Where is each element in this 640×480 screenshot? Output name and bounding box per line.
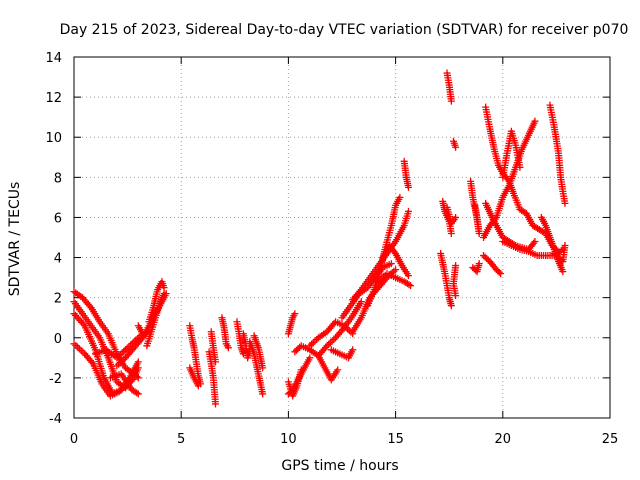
grid-lines — [74, 57, 610, 418]
plot-frame — [73, 56, 611, 419]
data-point — [291, 310, 299, 318]
data-point — [330, 335, 338, 343]
data-point — [291, 348, 299, 356]
data-point — [259, 390, 267, 398]
data-point — [306, 354, 314, 362]
data-point — [339, 325, 347, 333]
data-points — [70, 69, 569, 408]
data-point — [471, 201, 479, 209]
y-tick-label: -4 — [49, 412, 62, 427]
x-tick-label: 0 — [70, 432, 78, 447]
data-point — [561, 199, 569, 207]
y-tick-label: 10 — [45, 131, 62, 146]
data-point — [452, 143, 460, 151]
data-point — [531, 238, 539, 246]
data-point — [77, 346, 85, 354]
data-point — [308, 340, 316, 348]
y-tick-label: 2 — [54, 292, 62, 307]
data-point — [328, 337, 336, 345]
data-point — [396, 193, 404, 201]
data-point — [491, 215, 499, 223]
x-axis-ticks: 0 5 10 15 20 25 — [70, 57, 618, 447]
x-tick-label: 25 — [602, 432, 619, 447]
y-tick-label: 14 — [45, 51, 62, 66]
data-point — [70, 340, 78, 348]
x-axis-label: GPS time / hours — [281, 458, 398, 474]
data-point — [405, 281, 413, 289]
data-point — [475, 260, 483, 268]
data-point — [133, 389, 141, 397]
y-tick-label: -2 — [49, 372, 62, 387]
data-point — [194, 382, 202, 390]
data-point — [88, 358, 96, 366]
chart-title: Day 215 of 2023, Sidereal Day-to-day VTE… — [60, 22, 629, 38]
plot-border — [73, 56, 611, 419]
data-point — [481, 253, 489, 261]
data-point — [74, 343, 82, 351]
data-point — [561, 242, 569, 250]
y-axis-ticks: -4 -2 0 2 4 6 8 10 12 14 — [45, 51, 610, 427]
data-point — [212, 400, 220, 408]
data-point — [530, 239, 538, 247]
data-point — [404, 183, 412, 191]
data-point — [483, 255, 491, 263]
data-point — [392, 266, 400, 274]
data-point — [357, 298, 365, 306]
data-point — [495, 268, 503, 276]
data-point — [72, 341, 80, 349]
data-point — [447, 229, 455, 237]
data-point — [447, 302, 455, 310]
data-point — [224, 344, 232, 352]
data-point — [447, 97, 455, 105]
data-point — [390, 248, 398, 256]
data-point — [497, 270, 505, 278]
x-tick-label: 10 — [280, 432, 297, 447]
x-tick-label: 5 — [177, 432, 185, 447]
data-point — [134, 322, 142, 330]
data-point — [311, 337, 319, 345]
y-tick-label: 0 — [54, 332, 62, 347]
data-point — [162, 290, 170, 298]
data-point — [297, 366, 305, 374]
y-axis-label: SDTVAR / TECUs — [7, 182, 23, 297]
data-point — [356, 287, 364, 295]
data-point — [86, 302, 94, 310]
data-point — [160, 284, 168, 292]
data-point — [294, 345, 302, 353]
y-tick-label: 8 — [54, 171, 62, 186]
data-point — [404, 272, 412, 280]
data-point — [531, 117, 539, 125]
data-point — [504, 176, 512, 184]
data-point — [407, 282, 415, 290]
data-point — [259, 364, 267, 372]
data-point — [452, 213, 460, 221]
data-point — [134, 358, 142, 366]
data-point — [559, 268, 567, 276]
series-sdtvar — [70, 69, 569, 408]
data-point — [309, 339, 317, 347]
data-point — [334, 366, 342, 374]
data-point — [75, 345, 83, 353]
y-tick-label: 6 — [54, 211, 62, 226]
data-point — [452, 292, 460, 300]
data-point — [292, 346, 300, 354]
data-point — [516, 163, 524, 171]
data-point — [349, 346, 357, 354]
data-point — [404, 207, 412, 215]
data-point — [79, 348, 87, 356]
data-point — [212, 358, 220, 366]
data-point — [480, 252, 488, 260]
y-tick-label: 4 — [54, 252, 62, 267]
data-point — [322, 343, 330, 351]
y-tick-label: 12 — [45, 91, 62, 106]
data-point — [326, 339, 334, 347]
data-point — [134, 390, 142, 398]
data-point — [387, 260, 395, 268]
x-tick-label: 20 — [495, 432, 512, 447]
x-tick-label: 15 — [387, 432, 404, 447]
